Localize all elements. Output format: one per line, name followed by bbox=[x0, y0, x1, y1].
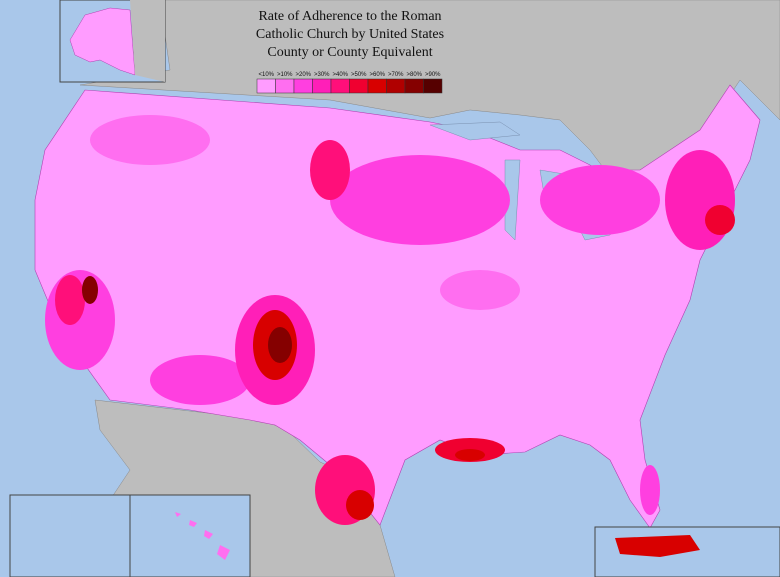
region bbox=[90, 115, 210, 165]
region bbox=[640, 465, 660, 515]
hawaii bbox=[175, 512, 230, 560]
legend-label: >90% bbox=[425, 72, 441, 78]
title-line: Catholic Church by United States bbox=[256, 27, 444, 42]
canada-inset bbox=[130, 0, 165, 82]
legend-label: >40% bbox=[332, 72, 348, 78]
puerto-rico bbox=[615, 535, 700, 557]
legend-label: <10% bbox=[258, 72, 274, 78]
title-line: Rate of Adherence to the Roman bbox=[258, 9, 441, 24]
alaska bbox=[69, 7, 136, 76]
legend-swatch bbox=[404, 78, 424, 94]
legend-label: >10% bbox=[277, 72, 293, 78]
legend-swatch bbox=[349, 78, 369, 94]
legend-label: >70% bbox=[388, 72, 404, 78]
region bbox=[665, 150, 735, 250]
legend-swatch bbox=[275, 78, 295, 94]
legend-label: >80% bbox=[406, 72, 422, 78]
region bbox=[455, 449, 485, 461]
regions bbox=[45, 115, 735, 525]
legend-label: >20% bbox=[295, 72, 311, 78]
legend-label: >50% bbox=[351, 72, 367, 78]
legend-label: >30% bbox=[314, 72, 330, 78]
region bbox=[440, 270, 520, 310]
region bbox=[268, 327, 292, 363]
region bbox=[82, 276, 98, 304]
region bbox=[150, 355, 250, 405]
legend: <10% >10% >20% >30% >40% >50% >60% >70% >80% >90% bbox=[256, 72, 443, 94]
region bbox=[55, 275, 85, 325]
region bbox=[330, 155, 510, 245]
legend-swatch bbox=[330, 78, 350, 94]
legend-swatch bbox=[312, 78, 332, 94]
legend-swatch bbox=[367, 78, 387, 94]
region bbox=[540, 165, 660, 235]
region bbox=[310, 140, 350, 200]
legend-swatch bbox=[423, 78, 443, 94]
region bbox=[346, 490, 374, 520]
hawaii-inset bbox=[129, 494, 251, 577]
region bbox=[705, 205, 735, 235]
legend-swatch bbox=[386, 78, 406, 94]
legend-swatch bbox=[293, 78, 313, 94]
inset-frame bbox=[9, 494, 131, 577]
legend-label: >60% bbox=[369, 72, 385, 78]
title-line: County or County Equivalent bbox=[267, 45, 432, 60]
legend-swatch bbox=[256, 78, 276, 94]
